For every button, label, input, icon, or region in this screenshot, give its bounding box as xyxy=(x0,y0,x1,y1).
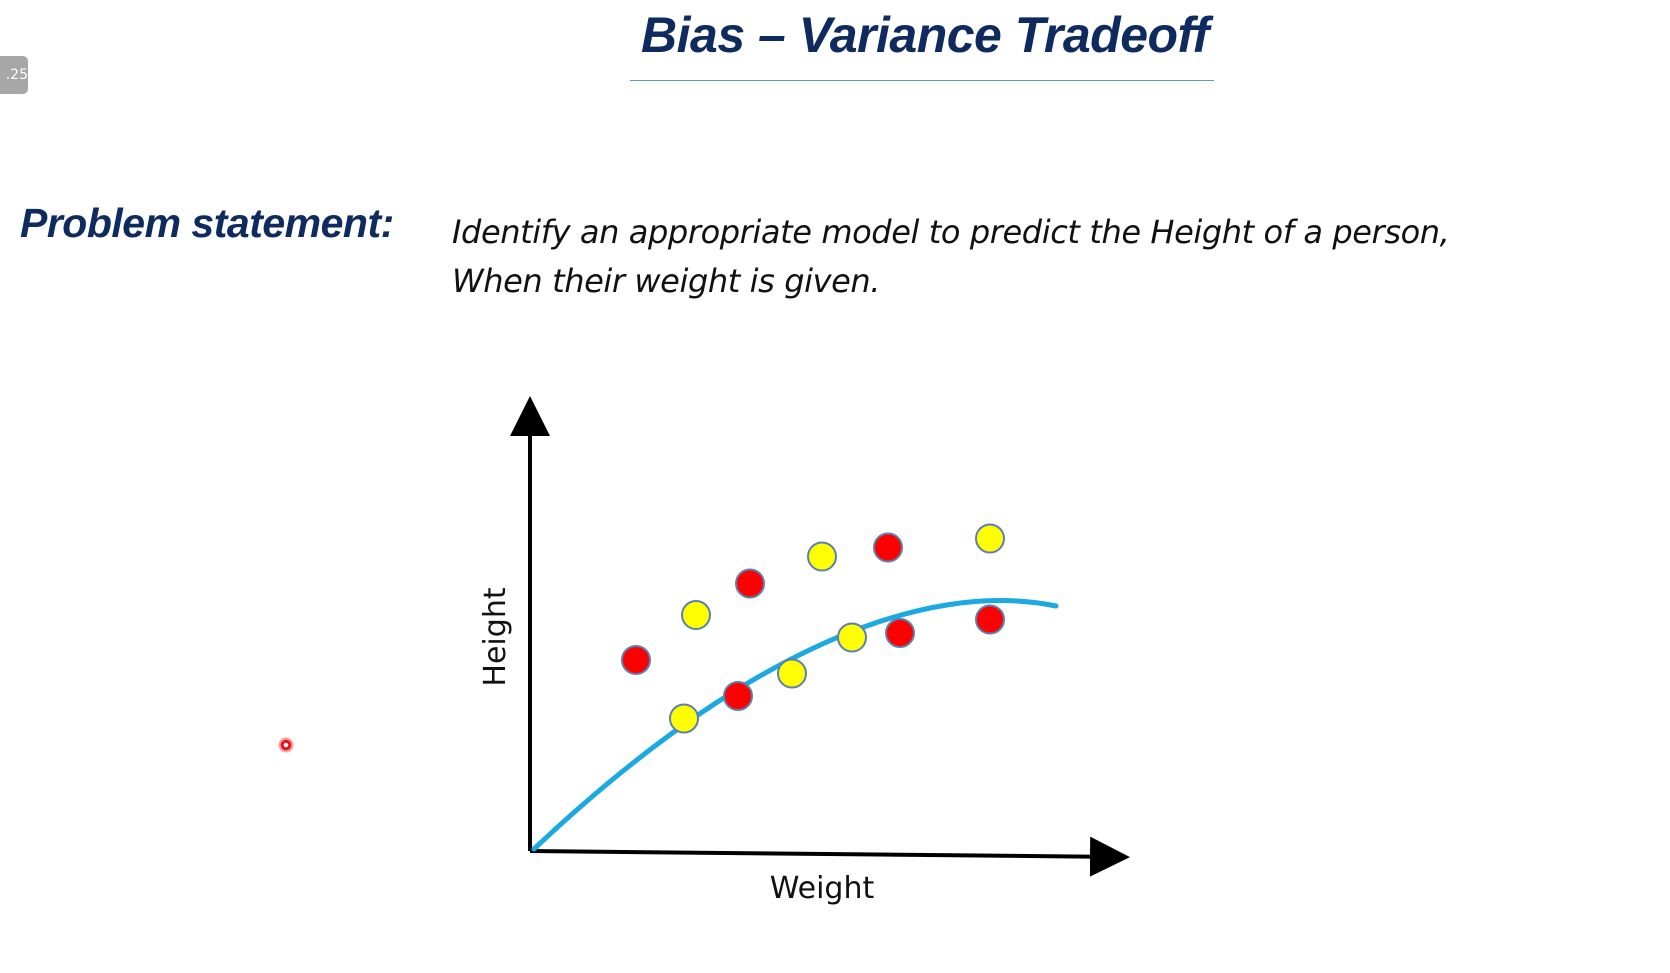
red-data-point xyxy=(621,645,651,675)
x-axis-label: Weight xyxy=(770,871,875,906)
red-data-point xyxy=(873,532,903,563)
red-data-point xyxy=(735,568,765,599)
red-data-point xyxy=(723,681,753,711)
red-data-point xyxy=(885,618,915,648)
yellow-data-point xyxy=(975,523,1005,554)
red-data-point xyxy=(975,604,1005,635)
problem-statement-label: Problem statement: xyxy=(20,200,394,246)
data-points xyxy=(621,523,1005,734)
slide-number-text: .25 xyxy=(5,67,28,83)
problem-line-2: When their weight is given. xyxy=(452,262,881,300)
x-axis xyxy=(529,836,1130,877)
yellow-data-point xyxy=(777,658,807,689)
problem-line-1: Identify an appropriate model to predict… xyxy=(452,213,1450,251)
yellow-data-point xyxy=(837,622,867,653)
yellow-data-point xyxy=(681,600,711,630)
y-axis-label: Height xyxy=(478,587,513,686)
yellow-data-point xyxy=(807,541,837,572)
slide-number-badge: .25 xyxy=(0,56,28,94)
fitted-curve xyxy=(531,598,1059,852)
title-underline xyxy=(630,80,1214,81)
slide-title: Bias – Variance Tradeoff xyxy=(641,7,1209,63)
problem-statement-text: Identify an appropriate model to predict… xyxy=(452,208,1450,306)
yellow-data-point xyxy=(669,703,699,734)
laser-pointer-icon xyxy=(278,737,294,753)
